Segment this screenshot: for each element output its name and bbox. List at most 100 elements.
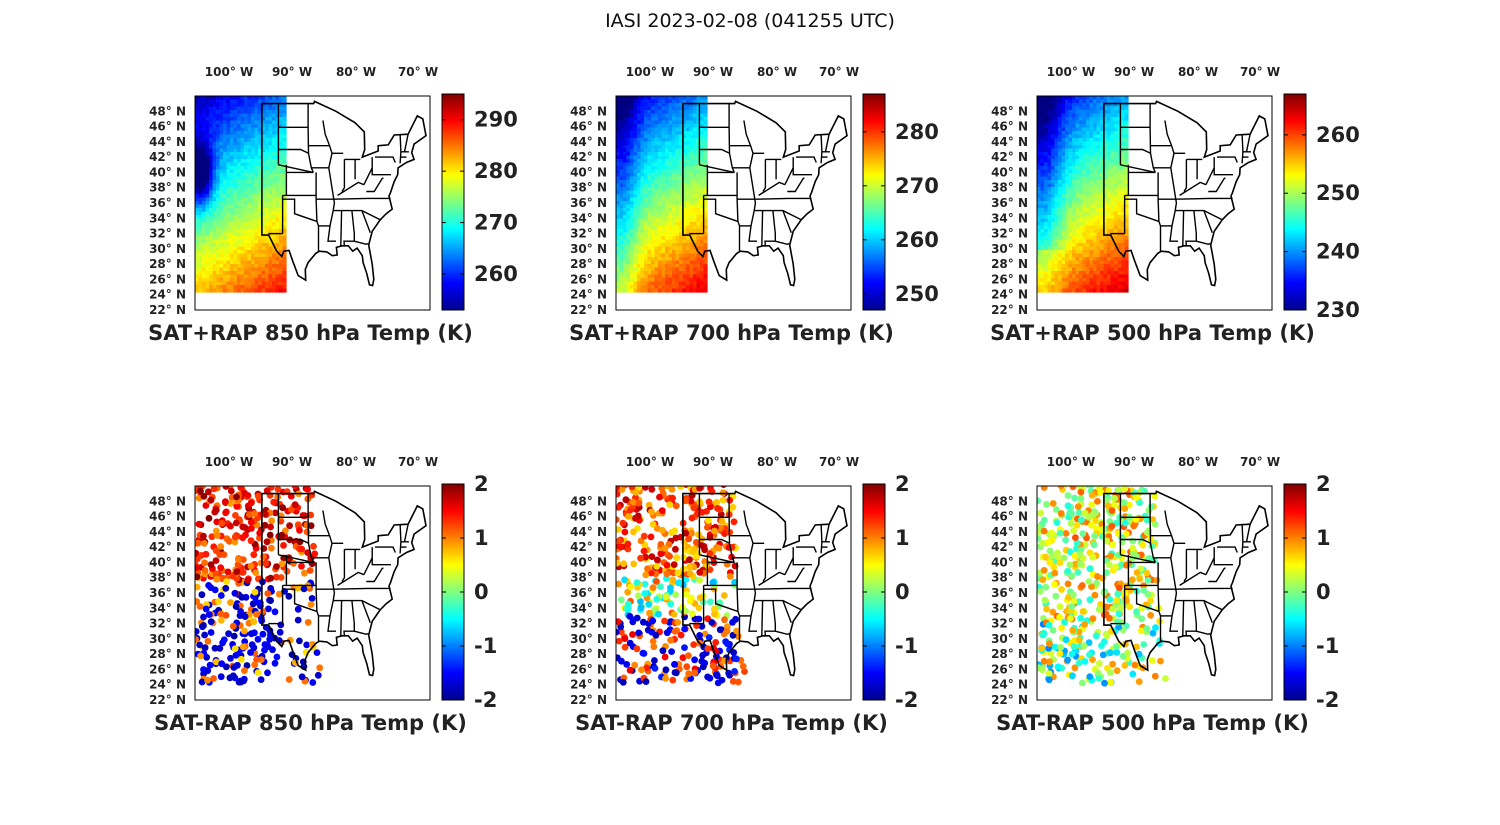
pixel	[665, 250, 670, 255]
pixel	[251, 117, 256, 122]
pixel	[658, 103, 663, 108]
pixel	[658, 194, 663, 199]
pixel	[651, 215, 656, 220]
pixel	[265, 260, 270, 265]
pixel	[240, 131, 245, 136]
obs-point	[201, 644, 209, 652]
pixel	[209, 145, 214, 150]
pixel	[679, 264, 684, 269]
obs-point	[307, 511, 315, 519]
pixel	[668, 183, 673, 188]
pixel	[1058, 208, 1063, 213]
pixel	[1110, 173, 1115, 178]
pixel	[616, 169, 621, 174]
pixel	[1103, 103, 1108, 108]
obs-point	[243, 662, 251, 669]
pixel	[1068, 190, 1073, 195]
pixel	[1075, 169, 1080, 174]
pixel	[1037, 274, 1042, 279]
pixel	[665, 260, 670, 265]
pixel	[651, 232, 656, 237]
pixel	[1089, 145, 1094, 150]
pixel	[1044, 267, 1049, 272]
pixel	[1054, 169, 1059, 174]
pixel	[651, 148, 656, 153]
pixel	[665, 190, 670, 195]
pixel	[272, 155, 277, 160]
pixel	[1107, 183, 1112, 188]
pixel	[268, 264, 273, 269]
pixel	[1093, 113, 1098, 118]
pixel	[1100, 194, 1105, 199]
pixel	[205, 162, 210, 167]
pixel	[223, 211, 228, 216]
pixel	[668, 187, 673, 192]
pixel	[640, 274, 645, 279]
pixel	[693, 141, 698, 146]
pixel	[679, 148, 684, 153]
pixel	[1124, 267, 1129, 272]
pixel	[1103, 145, 1108, 150]
pixel	[644, 162, 649, 167]
pixel	[1082, 183, 1087, 188]
pixel	[1051, 232, 1056, 237]
pixel	[623, 225, 628, 230]
pixel	[1082, 145, 1087, 150]
pixel	[626, 257, 631, 262]
pixel	[626, 166, 631, 171]
pixel	[237, 278, 242, 283]
pixel	[700, 141, 705, 146]
pixel	[230, 267, 235, 272]
pixel	[665, 274, 670, 279]
pixel	[640, 260, 645, 265]
pixel	[686, 218, 691, 223]
pixel	[212, 106, 217, 111]
pixel	[275, 218, 280, 223]
pixel	[1110, 141, 1115, 146]
pixel	[247, 194, 252, 199]
pixel	[1089, 110, 1094, 115]
pixel	[1082, 271, 1087, 276]
pixel	[1058, 166, 1063, 171]
pixel	[258, 281, 263, 286]
pixel	[279, 183, 284, 188]
pixel	[1044, 166, 1049, 171]
pixel	[226, 124, 231, 129]
obs-point	[271, 608, 279, 616]
pixel	[700, 106, 705, 111]
obs-point	[205, 514, 213, 522]
pixel	[630, 222, 635, 227]
pixel	[226, 225, 231, 230]
pixel	[233, 141, 238, 146]
obs-point	[257, 656, 265, 663]
pixel	[1114, 131, 1119, 136]
pixel	[1093, 141, 1098, 146]
pixel	[1040, 110, 1045, 115]
pixel	[1096, 162, 1101, 167]
pixel	[226, 99, 231, 104]
pixel	[682, 99, 687, 104]
pixel	[693, 218, 698, 223]
pixel	[240, 183, 245, 188]
pixel	[1124, 218, 1129, 223]
pixel	[679, 169, 684, 174]
pixel	[258, 141, 263, 146]
pixel	[651, 246, 656, 251]
panel-diff850: 100° W 90° W 80° W 70° W48° N46° N44° N42° …	[149, 455, 497, 735]
pixel	[1086, 159, 1091, 164]
pixel	[1089, 190, 1094, 195]
obs-point	[241, 613, 249, 620]
pixel	[647, 138, 652, 143]
pixel	[202, 215, 207, 220]
pixel	[1096, 145, 1101, 150]
pixel	[700, 239, 705, 244]
lon-tick-label: 100° W	[626, 65, 674, 79]
pixel	[1082, 232, 1087, 237]
pixel	[233, 148, 238, 153]
pixel	[675, 166, 680, 171]
data-field-sum500	[1037, 96, 1129, 293]
pixel	[251, 194, 256, 199]
pixel	[1047, 274, 1052, 279]
pixel	[1044, 281, 1049, 286]
pixel	[1058, 131, 1063, 136]
